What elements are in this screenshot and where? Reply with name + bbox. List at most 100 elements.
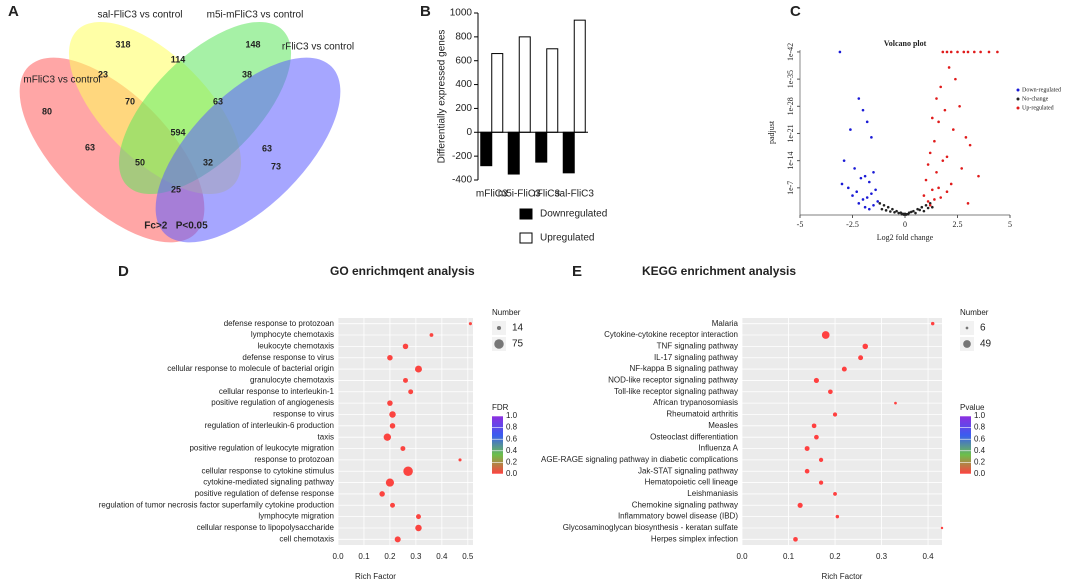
point [933,139,936,143]
point [914,211,917,215]
point [937,120,940,124]
y-tick-label: Glycosaminoglycan biosynthesis - keratan… [563,523,739,532]
size-legend-marker [965,326,969,330]
bubble [828,389,833,395]
color-legend-title: Pvalue [960,403,985,412]
legend-label: Downregulated [540,209,607,220]
x-axis-label: Rich Factor [355,572,396,581]
point [840,182,844,186]
bubble [793,536,798,542]
x-tick-label: 5 [1008,220,1012,229]
set-label: m5i-mFliC3 vs control [207,10,304,21]
point [928,202,932,205]
size-legend-label: 6 [980,323,986,334]
point [956,50,959,54]
point [876,200,879,203]
y-tick-label: 1e-42 [786,43,795,61]
bubble [862,343,869,350]
colorbar-label: 1.0 [506,411,518,420]
y-tick-label: 1e-7 [786,181,795,195]
point [857,97,861,100]
bubble [468,322,472,326]
plot-background [338,318,473,545]
y-tick-label: AGE-RAGE signaling pathway in diabetic c… [541,455,738,464]
colorbar-label: 0.6 [506,434,518,443]
colorbar [960,416,971,474]
point [945,50,949,54]
point [968,143,972,147]
bubble [841,366,847,372]
point [943,108,947,112]
chart-title: KEGG enrichment analysis [642,264,796,278]
panel-letter: C [790,3,801,20]
x-tick-label: 0.1 [783,552,795,561]
point [922,209,926,213]
x-tick-label: 0.5 [462,552,474,561]
point [889,210,892,213]
bar [535,131,548,163]
set-label: sal-FliC3 vs control [97,10,182,21]
point [906,212,910,216]
y-tick-label: positive regulation of angiogenesis [211,398,334,407]
venn-count: 80 [42,106,52,116]
point [939,85,942,89]
y-tick-label: granulocyte chemotaxis [250,376,334,385]
bubble [387,400,393,406]
point [931,116,934,120]
set-label: mFliC3 vs control [23,75,100,86]
bubble [818,457,824,463]
venn-set [118,21,292,195]
y-tick-label: positive regulation of defense response [195,489,335,498]
size-legend-marker [963,340,971,348]
venn-count: 63 [85,142,95,152]
point [926,206,930,210]
x-tick-label: 0.2 [384,552,396,561]
point [945,155,949,159]
bar [546,48,559,133]
point [918,208,921,212]
point [960,167,963,170]
y-tick-label: 800 [455,31,472,42]
point [838,50,842,54]
size-legend-title: Number [960,308,989,317]
y-tick-label: 400 [455,79,472,90]
y-tick-label: 600 [455,55,472,66]
y-tick-label: 1e-21 [786,124,795,142]
colorbar-label: 0.0 [506,469,518,478]
colorbar-label: 0.8 [974,423,986,432]
point [937,186,940,190]
x-tick-label: mFliC3 [476,189,508,200]
point [928,151,932,155]
point [958,104,961,108]
y-tick-label: Osteoclast differentiation [650,432,738,441]
x-tick-label: 0.4 [922,552,934,561]
bubble [389,423,396,429]
point [977,174,980,178]
point [842,159,846,162]
y-tick-label: Rheumatoid arthritis [666,410,738,419]
y-tick-label: cellular response to lipopolysaccharide [197,523,335,532]
bar [491,53,504,133]
x-tick-label: 0.3 [410,552,422,561]
y-tick-label: regulation of tumor necrosis factor supe… [99,500,334,509]
point [949,182,953,186]
venn-count: 32 [203,157,213,167]
venn-count: 63 [213,96,223,106]
y-tick-label: taxis [318,432,334,441]
point [916,207,919,211]
size-legend-title: Number [492,308,521,317]
colorbar-label: 0.4 [506,446,518,455]
point [939,196,942,199]
venn-ellipses [19,21,341,243]
point [872,203,875,207]
point [912,209,915,213]
y-tick-label: cytokine-mediated signaling pathway [203,478,334,487]
bubble [415,524,422,532]
point [904,213,908,216]
point [931,205,934,209]
venn-count: 63 [262,143,272,153]
x-tick-label: 2.5 [953,220,963,229]
point [861,198,865,201]
venn-count: 70 [125,96,135,106]
y-tick-label: IL-17 signaling pathway [654,353,738,362]
